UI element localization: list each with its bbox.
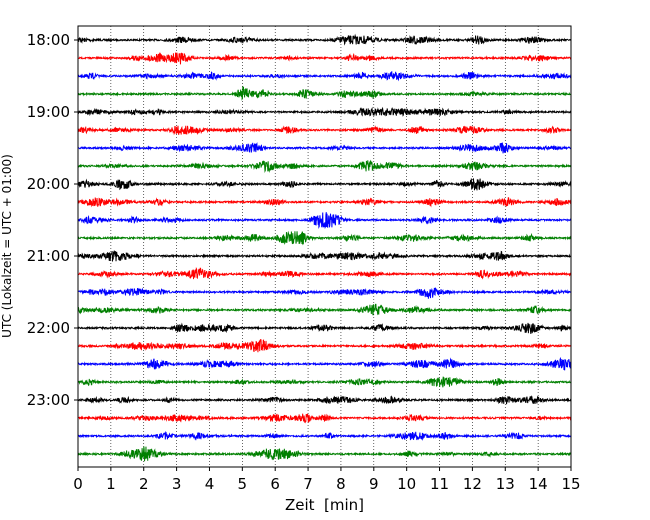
x-tick-label-8: 8 [336, 475, 346, 493]
y-tick-label-2: 20:00 [27, 175, 70, 193]
trace-21 [77, 395, 572, 405]
x-tick-label-6: 6 [270, 475, 280, 493]
x-axis-ticks: 0 1 2 3 4 5 6 7 8 9 10 11 12 13 14 15 [73, 467, 581, 493]
x-tick-label-11: 11 [430, 475, 449, 493]
x-tick-label-4: 4 [205, 475, 215, 493]
trace-14 [77, 267, 572, 280]
x-tick-label-9: 9 [369, 475, 379, 493]
x-tick-label-13: 13 [496, 475, 515, 493]
trace-22 [77, 413, 572, 424]
x-tick-label-3: 3 [172, 475, 182, 493]
trace-2 [77, 51, 572, 65]
x-tick-label-12: 12 [463, 475, 482, 493]
y-axis-label: UTC (Lokalzeit = UTC + 01:00) [0, 154, 14, 338]
trace-23 [77, 431, 572, 441]
trace-6 [77, 125, 572, 136]
trace-12 [77, 230, 572, 246]
trace-10 [77, 197, 572, 208]
trace-17 [77, 322, 572, 334]
x-tick-label-2: 2 [139, 475, 149, 493]
x-axis-label: Zeit [min] [285, 496, 364, 514]
y-tick-label-1: 19:00 [27, 103, 70, 121]
x-tick-label-14: 14 [529, 475, 548, 493]
trace-13 [77, 250, 572, 262]
x-tick-label-0: 0 [73, 475, 83, 493]
trace-7 [77, 142, 572, 154]
y-tick-label-0: 18:00 [27, 31, 70, 49]
trace-20 [77, 376, 572, 388]
x-tick-label-10: 10 [397, 475, 416, 493]
plot-frame [77, 25, 572, 468]
trace-24 [77, 446, 572, 462]
x-tick-label-5: 5 [238, 475, 248, 493]
y-tick-label-3: 21:00 [27, 247, 70, 265]
trace-16 [77, 303, 572, 316]
x-tick-label-7: 7 [303, 475, 313, 493]
y-tick-label-4: 22:00 [27, 319, 70, 337]
trace-4 [77, 85, 572, 101]
trace-8 [77, 159, 572, 174]
x-tick-label-15: 15 [561, 475, 580, 493]
y-tick-label-5: 23:00 [27, 391, 70, 409]
x-tick-label-1: 1 [106, 475, 116, 493]
trace-18 [77, 339, 572, 353]
trace-19 [77, 356, 572, 371]
trace-3 [77, 70, 572, 82]
trace-11 [77, 212, 572, 230]
y-axis-ticks: 18:00 19:00 20:00 21:00 22:00 23:00 [27, 31, 78, 409]
trace-9 [77, 178, 572, 191]
trace-group [77, 33, 572, 462]
trace-5 [77, 106, 572, 117]
trace-1 [77, 33, 572, 46]
trace-15 [77, 287, 572, 299]
